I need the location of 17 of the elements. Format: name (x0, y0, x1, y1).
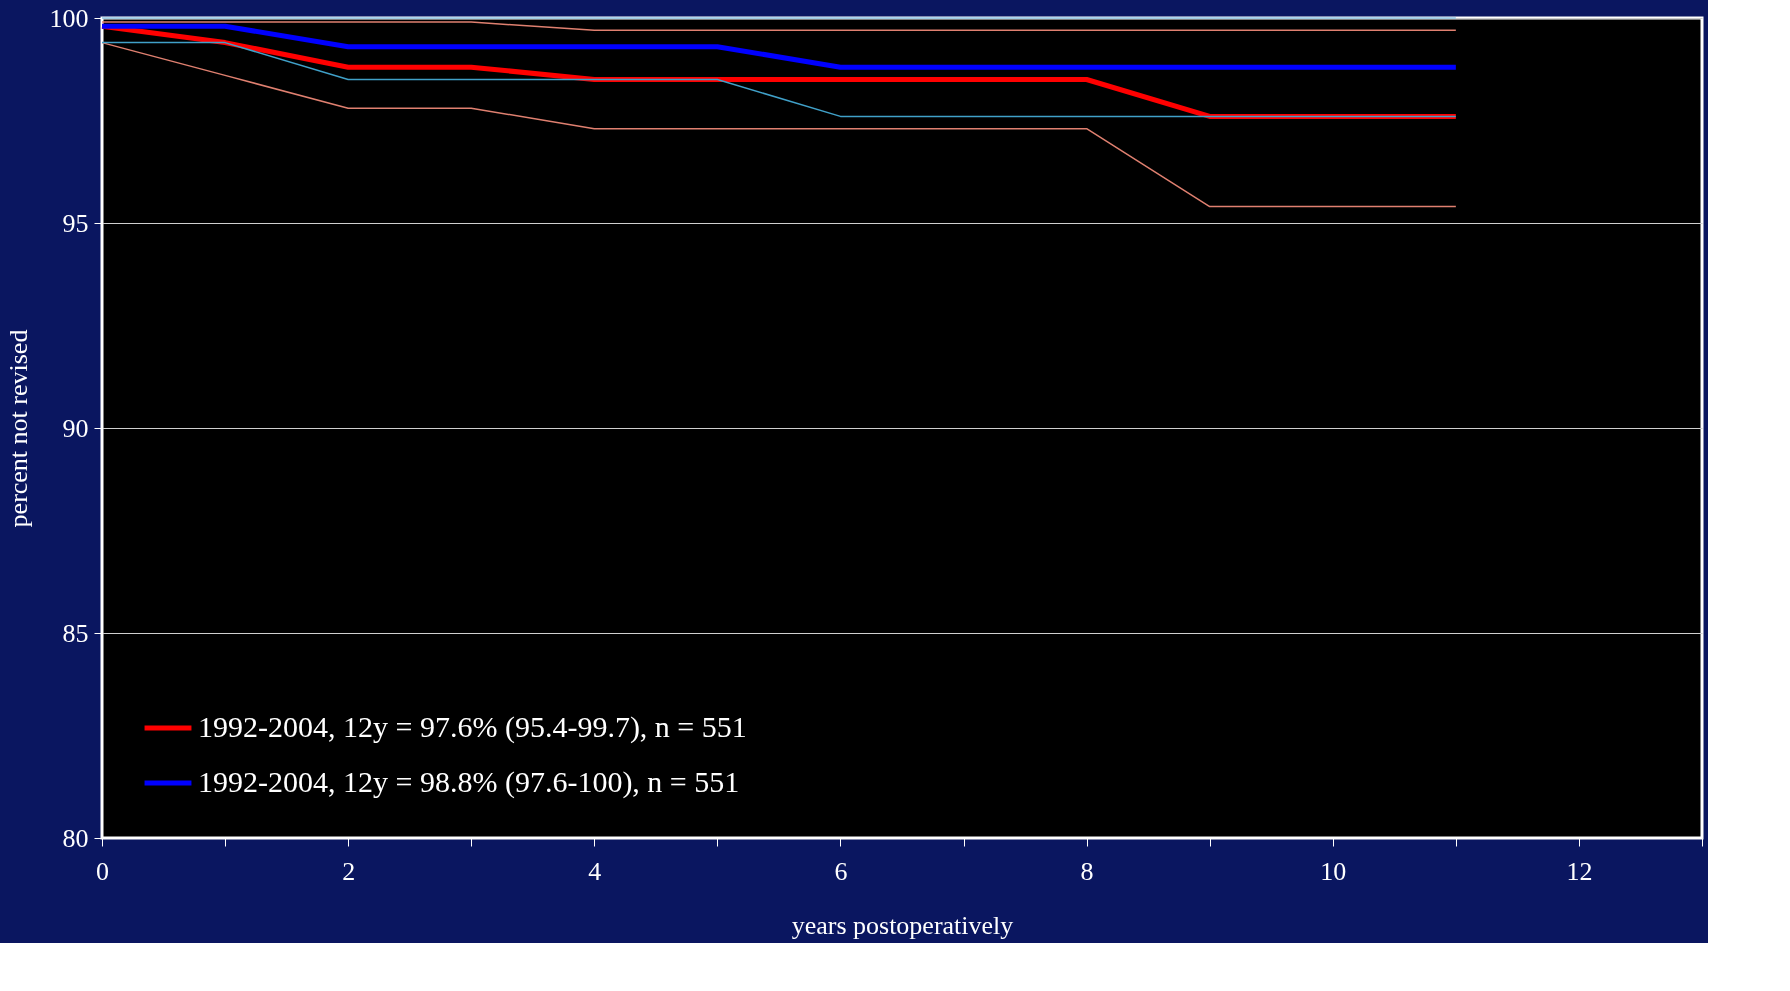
legend-label: 1992-2004, 12y = 98.8% (97.6-100), n = 551 (198, 765, 740, 799)
y-axis-title: percent not revised (3, 329, 33, 528)
x-tick-label: 12 (1566, 856, 1593, 886)
x-axis-title: years postoperatively (791, 910, 1014, 940)
x-tick-label: 2 (342, 856, 356, 886)
y-tick-label: 90 (62, 413, 89, 443)
y-tick-label: 95 (62, 208, 89, 238)
y-tick-label: 85 (62, 618, 89, 648)
y-tick-label: 80 (62, 823, 89, 853)
line-series (101, 41, 1457, 208)
x-tick-label: 4 (588, 856, 602, 886)
x-tick-label: 10 (1320, 856, 1347, 886)
x-tick-label: 6 (834, 856, 848, 886)
legend-label: 1992-2004, 12y = 97.6% (95.4-99.7), n = 551 (198, 710, 747, 744)
x-tick-label: 8 (1080, 856, 1094, 886)
y-tick-label: 100 (49, 3, 89, 33)
x-tick-label: 0 (96, 856, 109, 886)
